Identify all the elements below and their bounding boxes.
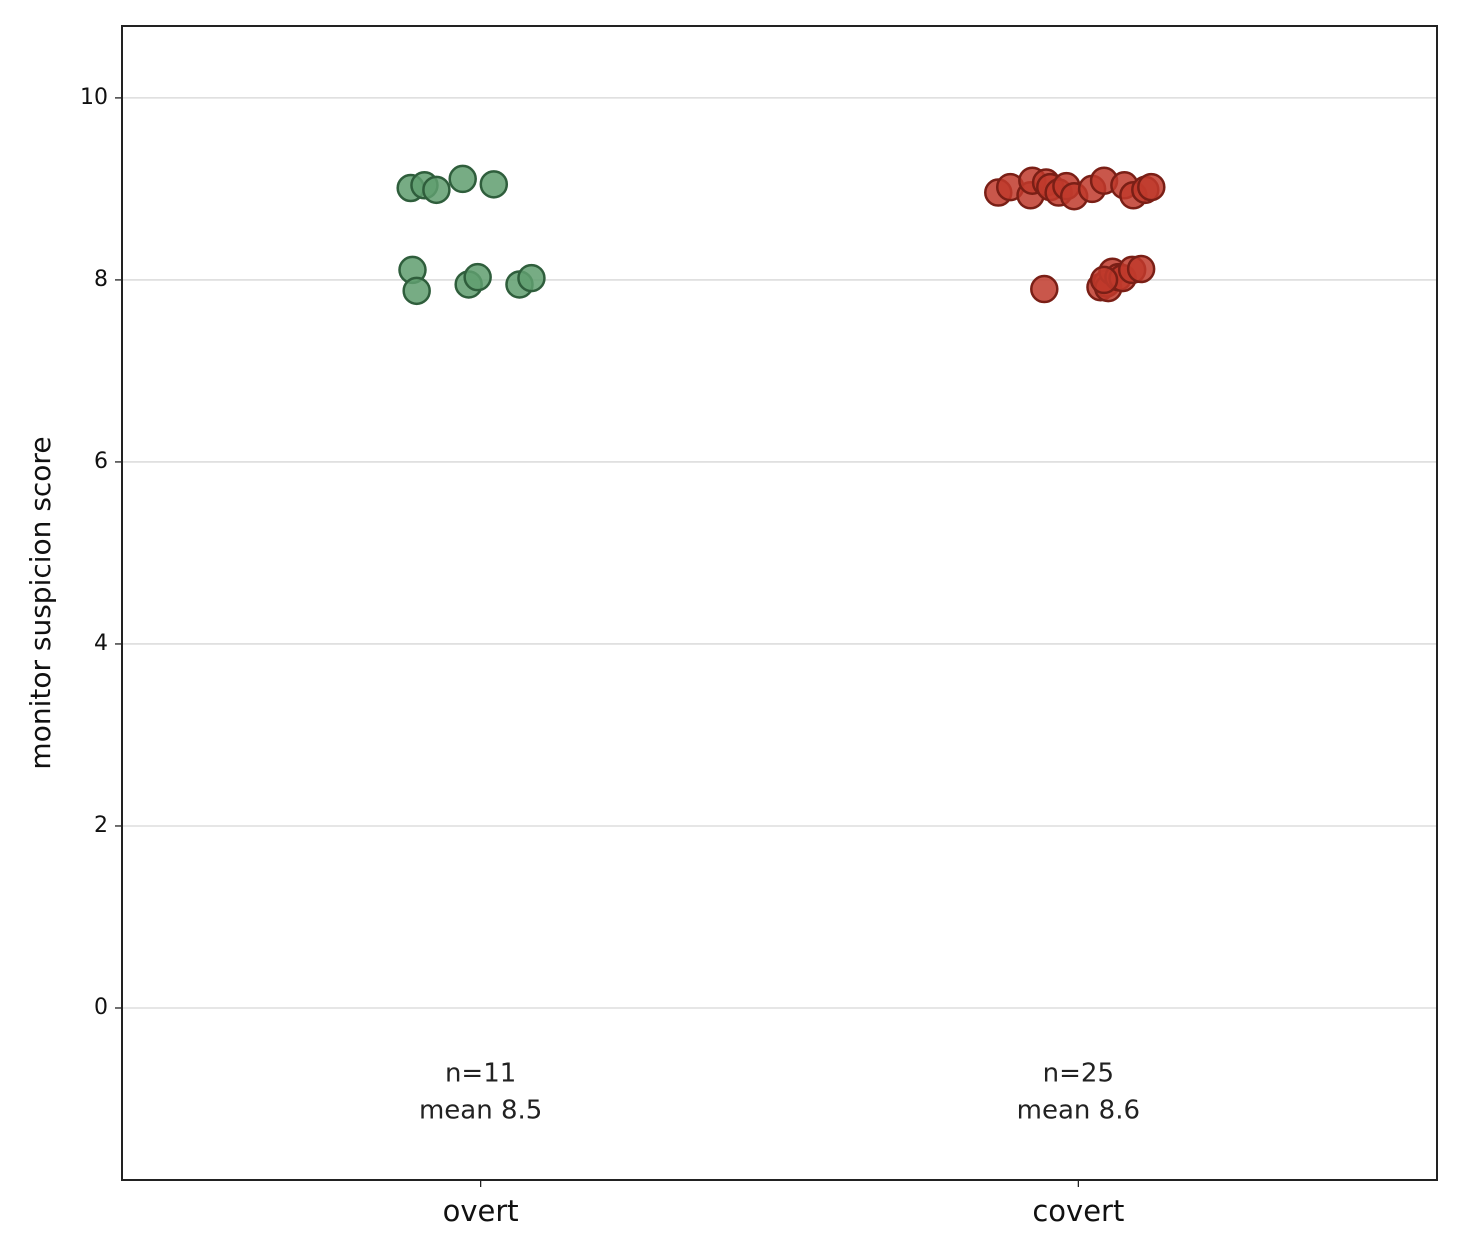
point [463,262,492,292]
y-tick-label: 6 [94,449,108,474]
y-tick-label: 0 [94,995,108,1020]
y-tick-label: 10 [80,85,108,110]
point [1126,254,1156,284]
y-axis-label: monitor suspicion score [24,436,57,769]
annotation: n=11 [445,1059,516,1089]
x-tick-label: overt [443,1194,519,1228]
point [1030,274,1059,304]
annotation: mean 8.5 [419,1096,542,1126]
point [479,170,509,199]
point [448,164,477,194]
point [422,175,451,205]
annotation: mean 8.6 [1017,1096,1140,1126]
y-tick-label: 8 [94,267,108,292]
point [402,276,431,306]
point [1137,172,1166,202]
point [517,263,546,293]
annotation: n=25 [1043,1059,1114,1089]
y-tick-label: 4 [94,631,108,656]
y-tick-label: 2 [94,813,108,838]
point [1089,265,1119,295]
x-tick-label: covert [1032,1194,1124,1228]
plot-frame [121,25,1438,1181]
